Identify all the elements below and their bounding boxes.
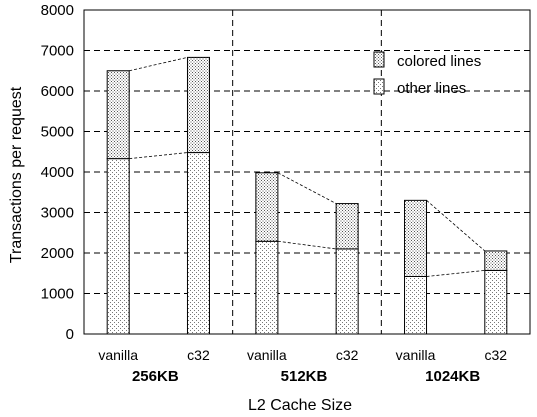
y-tick-label: 5000 [41,124,74,141]
group-label: 512KB [281,368,328,385]
bar-colored-lines [335,203,359,250]
y-tick-label: 4000 [41,164,74,181]
bar-connector-line [129,152,188,160]
grid-lines [84,10,530,334]
category-label: c32 [336,347,359,363]
bar-other-lines [335,248,359,335]
legend-swatch-colored-lines [373,51,385,68]
y-tick-label: 2000 [41,245,74,262]
group-label: 256KB [132,368,179,385]
bar-colored-lines [186,56,210,154]
category-label: vanilla [247,347,287,363]
y-tick-label: 1000 [41,286,74,303]
y-tick-label: 0 [66,326,74,343]
bar-other-lines [106,158,130,335]
bar-connector-line [426,200,486,252]
bar-other-lines [484,269,508,335]
legend-label-colored-lines: colored lines [397,53,481,70]
bar-connector-line [129,56,188,72]
bar-other-lines [186,152,210,335]
bar-other-lines [404,275,428,335]
category-label: c32 [187,347,210,363]
bar-connector-line [277,240,337,250]
y-tick-label: 8000 [41,2,74,19]
category-label: vanilla [98,347,138,363]
legend-label-other-lines: other lines [397,80,466,97]
y-tick-label: 3000 [41,205,74,222]
x-axis-labels: vanilla c32 256KB vanilla c32 512KB vanilla c32… [98,347,507,385]
y-axis-ticks: 0 1000 2000 3000 4000 5000 6000 7000 8000 [41,2,530,343]
bar-connector-line [426,270,485,277]
bar-colored-lines [484,250,508,271]
legend: colored lines other lines [373,51,481,97]
y-tick-label: 7000 [41,43,74,60]
category-label: vanilla [396,347,436,363]
group-label: 1024KB [425,368,480,385]
y-tick-label: 6000 [41,83,74,100]
bars [106,56,508,335]
category-label: c32 [485,347,508,363]
bar-other-lines [255,240,279,335]
bar-colored-lines [106,70,130,160]
legend-swatch-other-lines [373,78,385,95]
x-axis-title: L2 Cache Size [248,397,352,414]
bar-connectors [129,56,486,277]
y-axis-title: Transactions per request [8,86,25,263]
bar-colored-lines [255,172,279,242]
bar-colored-lines [404,199,428,277]
bar-connector-line [277,172,337,204]
